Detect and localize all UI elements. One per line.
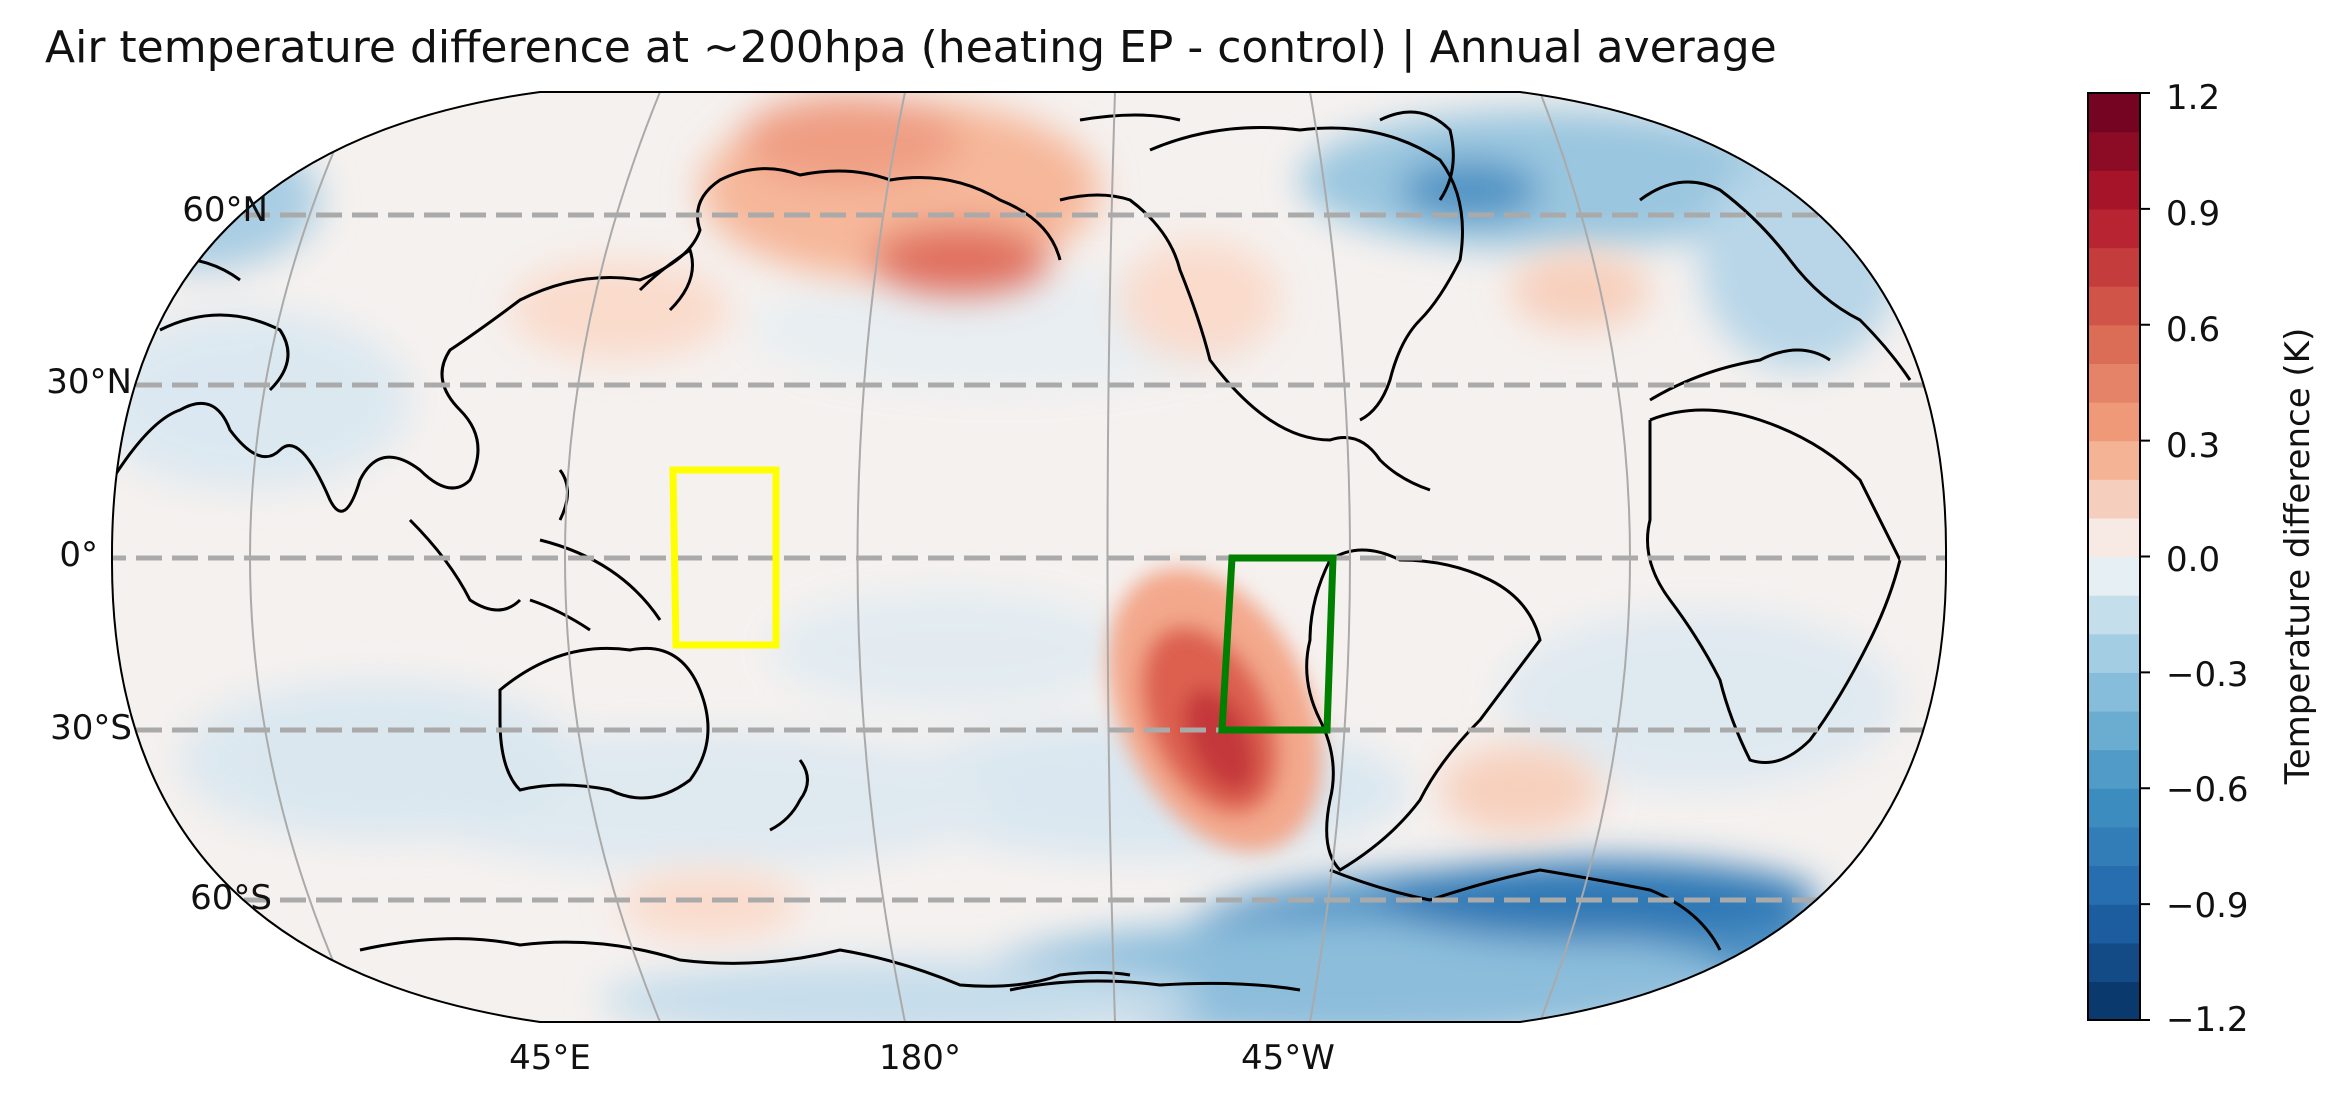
colorbar-label: Temperature difference (K) — [2278, 327, 2318, 785]
coastlines — [111, 110, 1912, 992]
lat-label-0: 0° — [59, 535, 98, 575]
colorbar-tick: 0.9 — [2166, 194, 2221, 234]
colorbar-tick: 0.3 — [2166, 426, 2221, 466]
colorbar-segment — [2088, 981, 2140, 1021]
colorbar-segment — [2088, 711, 2140, 751]
colorbar-segment — [2088, 286, 2140, 326]
colorbar-segment — [2088, 788, 2140, 828]
colorbar-segment — [2088, 479, 2140, 519]
colorbar-tick: 1.2 — [2166, 78, 2221, 118]
figure-title: Air temperature difference at ~200hpa (h… — [45, 22, 1777, 73]
colorbar-segment — [2088, 749, 2140, 789]
colorbar-segment — [2088, 247, 2140, 287]
colorbar-segment — [2088, 402, 2140, 442]
lon-label-180: 180° — [879, 1038, 961, 1078]
colorbar-segment — [2088, 595, 2140, 635]
lat-label-30n: 30°N — [46, 362, 132, 402]
colorbar-tick: −0.6 — [2166, 770, 2249, 810]
lat-label-60n: 60°N — [182, 190, 268, 230]
colorbar-tick: 0.6 — [2166, 310, 2221, 350]
colorbar-segment — [2088, 942, 2140, 982]
colorbar-segment — [2088, 517, 2140, 558]
colorbar-tick: −0.3 — [2166, 655, 2249, 695]
graticule-latitudes — [111, 212, 1947, 903]
colorbar-segment — [2088, 324, 2140, 364]
colorbar-segment — [2088, 208, 2140, 249]
colorbar-tick: 0.0 — [2166, 540, 2221, 580]
colorbar-segment — [2088, 170, 2140, 210]
heating-region-box — [669, 466, 780, 649]
lat-label-30s: 30°S — [50, 708, 132, 748]
colorbar-segment — [2088, 556, 2140, 596]
lon-label-45e: 45°E — [509, 1038, 591, 1078]
colorbar-tick: −0.9 — [2166, 886, 2249, 926]
colorbar-tick: −1.2 — [2166, 1000, 2249, 1040]
colorbar-segment — [2088, 865, 2140, 905]
colorbar-segment — [2088, 672, 2140, 712]
lat-label-60s: 60°S — [190, 878, 272, 918]
colorbar-segment — [2088, 826, 2140, 867]
green-region-box — [1218, 554, 1337, 734]
colorbar-segment — [2088, 440, 2140, 480]
colorbar-segment — [2088, 904, 2140, 944]
colorbar-segment — [2088, 633, 2140, 673]
colorbar-segment — [2088, 363, 2140, 403]
temperature-field — [111, 92, 1947, 1022]
colorbar-segment — [2088, 93, 2140, 133]
colorbar — [2087, 92, 2150, 1021]
colorbar-segment — [2088, 131, 2140, 171]
lon-label-45w: 45°W — [1241, 1038, 1335, 1078]
map-outline — [110, 91, 1948, 1023]
